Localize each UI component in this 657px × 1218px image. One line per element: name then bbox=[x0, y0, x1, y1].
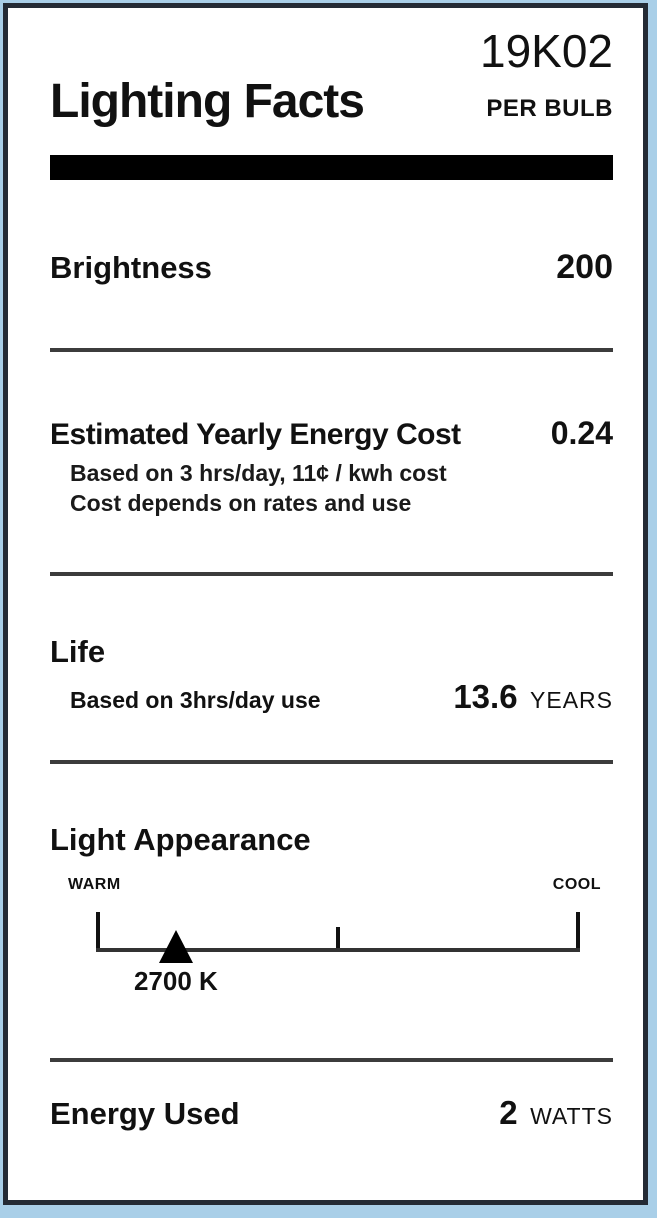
energy-cost-value: 0.24 bbox=[550, 415, 613, 451]
scale-tick-warm bbox=[96, 912, 100, 952]
energy-used-label: Energy Used bbox=[50, 1096, 240, 1131]
scale-tick-cool bbox=[576, 912, 580, 952]
life-note: Based on 3hrs/day use bbox=[70, 687, 321, 713]
energy-cost-note-1: Based on 3 hrs/day, 11¢ / kwh cost bbox=[70, 460, 447, 486]
life-value: 13.6 bbox=[453, 678, 518, 715]
scale-line bbox=[96, 948, 580, 952]
per-bulb-text: PER BULB bbox=[486, 95, 613, 123]
title-row: Lighting Facts PER BULB bbox=[50, 74, 613, 129]
header-separator-bar bbox=[50, 155, 613, 180]
light-appearance-label: Light Appearance bbox=[50, 822, 311, 857]
energy-cost-note-2: Cost depends on rates and use bbox=[70, 490, 412, 516]
triangle-marker-icon bbox=[158, 930, 193, 963]
scale-tick-middle bbox=[336, 927, 340, 952]
section-divider bbox=[50, 760, 613, 764]
warm-label: WARM bbox=[68, 876, 121, 893]
warm-cool-row: WARM COOL bbox=[68, 876, 601, 894]
lighting-facts-label: 19K02 Lighting Facts PER BULB Brightness… bbox=[3, 3, 648, 1205]
color-temperature-scale: 2700 K bbox=[96, 904, 580, 1008]
model-code: 19K02 bbox=[479, 25, 613, 77]
section-divider bbox=[50, 348, 613, 352]
life-value-group: 13.6 YEARS bbox=[453, 678, 613, 716]
brightness-label: Brightness bbox=[50, 250, 212, 285]
energy-cost-row: Estimated Yearly Energy Cost 0.24 bbox=[50, 415, 613, 452]
section-divider bbox=[50, 572, 613, 576]
kelvin-value: 2700 K bbox=[133, 966, 218, 996]
energy-used-row: Energy Used 2 WATTS bbox=[50, 1094, 613, 1132]
energy-used-unit: WATTS bbox=[530, 1103, 613, 1129]
energy-used-value-group: 2 WATTS bbox=[499, 1094, 613, 1132]
life-unit: YEARS bbox=[530, 687, 613, 713]
cool-label: COOL bbox=[552, 876, 601, 893]
energy-cost-label: Estimated Yearly Energy Cost bbox=[50, 418, 461, 451]
brightness-row: Brightness 200 bbox=[50, 248, 613, 287]
life-row: Based on 3hrs/day use 13.6 YEARS bbox=[70, 678, 613, 716]
label-title: Lighting Facts bbox=[50, 75, 365, 128]
section-divider bbox=[50, 1058, 613, 1062]
brightness-value: 200 bbox=[556, 248, 613, 286]
energy-used-value: 2 bbox=[499, 1094, 518, 1131]
life-label: Life bbox=[50, 634, 106, 669]
